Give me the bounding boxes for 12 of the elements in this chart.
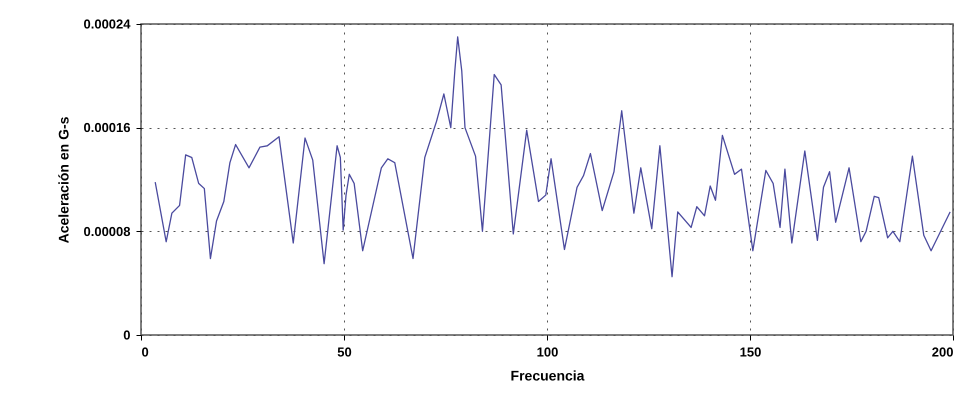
y-tick-label: 0.00016 — [84, 120, 130, 136]
x-axis-title: Frecuencia — [510, 368, 585, 384]
x-tick-label: 50 — [337, 344, 352, 360]
y-tick-label: 0.00008 — [84, 224, 130, 239]
y-tick-label: 0 — [123, 328, 130, 342]
x-tick-label: 100 — [536, 344, 558, 360]
y-axis-title: Aceleración en G-s — [56, 116, 72, 244]
x-tick-label: 0 — [142, 344, 149, 360]
line-series — [154, 36, 951, 278]
y-tick-label: 0.00024 — [84, 16, 132, 32]
x-tick-label: 200 — [932, 344, 954, 360]
x-tick-label: 150 — [740, 344, 762, 360]
